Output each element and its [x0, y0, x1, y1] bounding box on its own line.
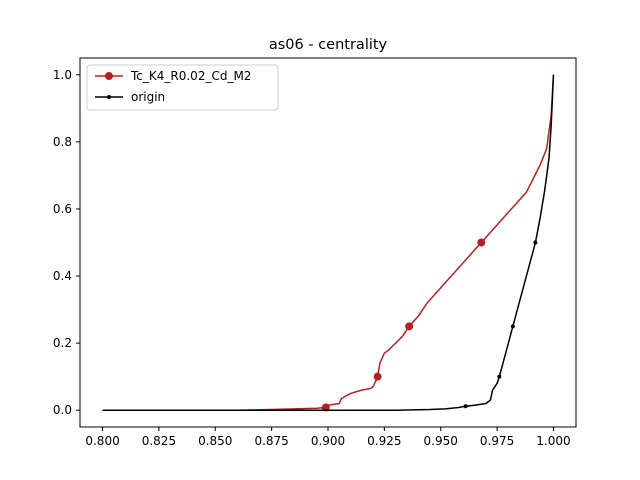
series-1-marker-1	[497, 374, 502, 379]
series-0-marker-2	[405, 322, 414, 331]
y-tick-label-1: 0.2	[53, 336, 72, 350]
chart-title: as06 - centrality	[269, 37, 388, 53]
legend-box	[86, 64, 279, 111]
series-1-marker-0	[463, 404, 468, 409]
x-tick-label-6: 0.950	[424, 434, 458, 448]
x-tick-label-8: 1.000	[536, 434, 570, 448]
x-tick-label-4: 0.900	[311, 434, 345, 448]
x-tick-label-2: 0.850	[198, 434, 232, 448]
axes: 0.800 0.825 0.850 0.875 0.900 0.925 0.950 0.975…	[53, 57, 577, 448]
y-tick-label-2: 0.4	[53, 269, 72, 283]
legend-label-1: origin	[131, 90, 165, 104]
y-tick-label-0: 0.0	[53, 403, 72, 417]
series-line-1	[102, 74, 555, 411]
x-tick-label-5: 0.925	[367, 434, 401, 448]
legend-label-0: Tc_K4_R0.02_Cd_M2	[130, 69, 251, 83]
x-tick-label-7: 0.975	[480, 434, 514, 448]
x-tick-label-1: 0.825	[142, 434, 176, 448]
series-line-0	[102, 74, 555, 411]
series-1-marker-3	[533, 240, 538, 245]
x-tick-label-0: 0.800	[85, 434, 119, 448]
legend-marker-1	[107, 95, 111, 99]
series-0-marker-3	[477, 238, 486, 247]
y-tick-label-5: 1.0	[53, 68, 72, 82]
y-tick-label-4: 0.8	[53, 135, 72, 149]
y-tick-label-3: 0.6	[53, 202, 72, 216]
series-0-marker-1	[373, 372, 382, 381]
legend-marker-0	[105, 72, 113, 80]
series-1-marker-2	[510, 324, 515, 329]
plot-area	[102, 74, 555, 412]
x-tick-label-3: 0.875	[254, 434, 288, 448]
